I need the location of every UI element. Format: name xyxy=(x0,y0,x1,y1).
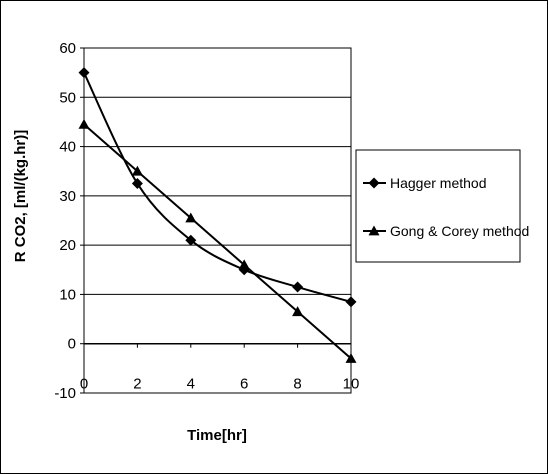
data-point-triangle xyxy=(131,165,143,176)
data-point-triangle xyxy=(238,259,250,270)
y-tick-label: -10 xyxy=(54,385,76,402)
series-line-2 xyxy=(83,123,352,360)
data-point-diamond xyxy=(345,296,357,308)
data-point-diamond xyxy=(185,234,197,246)
legend-marker-diamond xyxy=(368,177,380,189)
legend-marker-triangle xyxy=(368,225,380,236)
data-point-diamond xyxy=(78,67,90,79)
data-point-diamond xyxy=(131,178,143,190)
y-tick-label: 40 xyxy=(59,139,76,156)
x-tick-label: 6 xyxy=(240,376,248,393)
x-axis-label: Time[hr] xyxy=(187,427,247,444)
legend-label: Hagger method xyxy=(390,175,487,191)
y-tick-label: 10 xyxy=(59,286,76,303)
y-axis-label: R CO2, [ml/(kg.hr)] xyxy=(12,130,29,263)
data-point-triangle xyxy=(185,212,197,223)
x-tick-label: 10 xyxy=(343,376,360,393)
legend: Hagger method Gong & Corey method xyxy=(355,149,529,263)
legend-label: Gong & Corey method xyxy=(390,223,529,239)
y-tick-label: 60 xyxy=(59,40,76,57)
gridlines xyxy=(80,47,352,394)
y-tick-label: 50 xyxy=(59,89,76,106)
legend-box xyxy=(355,149,521,263)
data-point-diamond xyxy=(292,281,304,293)
y-tick-label: 20 xyxy=(59,237,76,254)
x-tick-label: 8 xyxy=(293,376,301,393)
plot-area xyxy=(83,47,352,394)
data-point-triangle xyxy=(78,118,90,129)
x-tick-label: 2 xyxy=(133,376,141,393)
data-point-triangle xyxy=(345,353,357,363)
series-group xyxy=(78,67,357,363)
data-point-triangle xyxy=(292,306,304,317)
y-tick-label: 30 xyxy=(59,188,76,205)
plot-border xyxy=(83,47,352,394)
y-tick-label: 0 xyxy=(68,336,76,353)
x-tick-label: 0 xyxy=(80,376,88,393)
x-tick-label: 4 xyxy=(187,376,195,393)
